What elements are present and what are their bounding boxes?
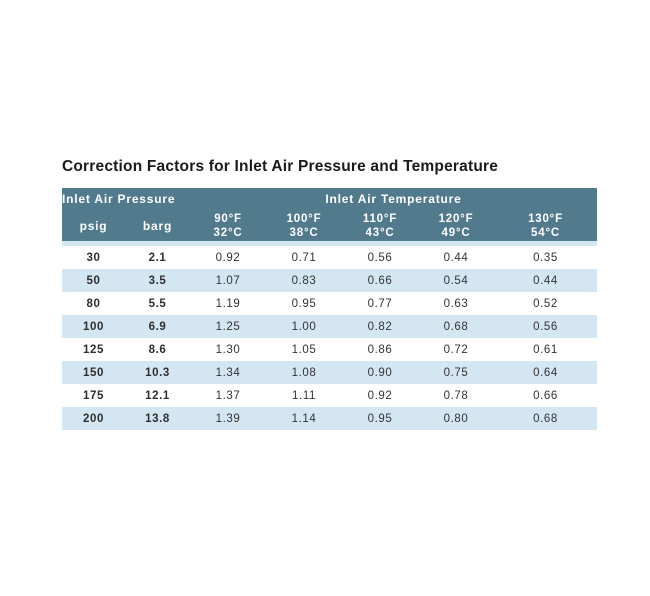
psig-column-header: psig	[62, 210, 125, 241]
table-row: 50 3.5 1.07 0.83 0.66 0.54 0.44	[62, 269, 597, 292]
temp-celsius-label: 43°C	[365, 226, 395, 239]
table-row: 200 13.8 1.39 1.14 0.95 0.80 0.68	[62, 407, 597, 430]
table-header: Inlet Air Pressure Inlet Air Temperature…	[62, 188, 597, 246]
factor-cell: 1.07	[190, 269, 266, 292]
barg-cell: 2.1	[125, 246, 190, 269]
barg-column-header: barg	[125, 210, 190, 241]
factor-cell: 0.90	[342, 361, 418, 384]
factor-cell: 0.80	[418, 407, 494, 430]
factor-cell: 1.19	[190, 292, 266, 315]
factor-cell: 1.37	[190, 384, 266, 407]
factor-cell: 1.08	[266, 361, 342, 384]
temp-column-header-100f: 100°F 38°C	[266, 210, 342, 241]
table-row: 175 12.1 1.37 1.11 0.92 0.78 0.66	[62, 384, 597, 407]
factor-cell: 1.11	[266, 384, 342, 407]
temperature-group-header: Inlet Air Temperature	[190, 188, 597, 210]
barg-cell: 5.5	[125, 292, 190, 315]
factor-cell: 0.56	[494, 315, 597, 338]
correction-factors-table: Inlet Air Pressure Inlet Air Temperature…	[62, 188, 597, 430]
pressure-group-header: Inlet Air Pressure	[62, 188, 190, 210]
factor-cell: 0.66	[494, 384, 597, 407]
factor-cell: 0.83	[266, 269, 342, 292]
psig-cell: 150	[62, 361, 125, 384]
content-area: Correction Factors for Inlet Air Pressur…	[62, 158, 597, 430]
table-row: 100 6.9 1.25 1.00 0.82 0.68 0.56	[62, 315, 597, 338]
temp-fahrenheit-label: 130°F	[528, 212, 563, 225]
factor-cell: 0.72	[418, 338, 494, 361]
psig-cell: 200	[62, 407, 125, 430]
factor-cell: 0.54	[418, 269, 494, 292]
factor-cell: 0.63	[418, 292, 494, 315]
temp-fahrenheit-label: 100°F	[286, 212, 322, 225]
psig-cell: 50	[62, 269, 125, 292]
table-title: Correction Factors for Inlet Air Pressur…	[62, 158, 499, 175]
temp-fahrenheit-label: 90°F	[214, 212, 242, 225]
factor-cell: 0.95	[266, 292, 342, 315]
barg-cell: 10.3	[125, 361, 190, 384]
factor-cell: 1.39	[190, 407, 266, 430]
factor-cell: 0.56	[342, 246, 418, 269]
psig-cell: 175	[62, 384, 125, 407]
factor-cell: 0.64	[494, 361, 597, 384]
factor-cell: 1.14	[266, 407, 342, 430]
factor-cell: 0.82	[342, 315, 418, 338]
barg-cell: 12.1	[125, 384, 190, 407]
factor-cell: 0.92	[342, 384, 418, 407]
temp-celsius-label: 49°C	[441, 226, 471, 239]
table-row: 30 2.1 0.92 0.71 0.56 0.44 0.35	[62, 246, 597, 269]
factor-cell: 0.92	[190, 246, 266, 269]
barg-cell: 6.9	[125, 315, 190, 338]
factor-cell: 1.00	[266, 315, 342, 338]
factor-cell: 1.25	[190, 315, 266, 338]
factor-cell: 0.61	[494, 338, 597, 361]
factor-cell: 0.66	[342, 269, 418, 292]
factor-cell: 0.77	[342, 292, 418, 315]
factor-cell: 0.68	[418, 315, 494, 338]
factor-cell: 0.52	[494, 292, 597, 315]
table-row: 125 8.6 1.30 1.05 0.86 0.72 0.61	[62, 338, 597, 361]
barg-cell: 8.6	[125, 338, 190, 361]
factor-cell: 0.71	[266, 246, 342, 269]
temp-celsius-label: 38°C	[289, 226, 319, 239]
factor-cell: 0.95	[342, 407, 418, 430]
temp-fahrenheit-label: 110°F	[362, 212, 398, 225]
psig-cell: 125	[62, 338, 125, 361]
temp-column-header-110f: 110°F 43°C	[342, 210, 418, 241]
psig-cell: 100	[62, 315, 125, 338]
temp-column-header-90f: 90°F 32°C	[190, 210, 266, 241]
header-columns-row: psig barg 90°F 32°C 100°F 38°C 110°F 43°…	[62, 210, 597, 241]
factor-cell: 0.44	[494, 269, 597, 292]
factor-cell: 0.75	[418, 361, 494, 384]
temp-celsius-label: 54°C	[531, 226, 560, 239]
barg-cell: 3.5	[125, 269, 190, 292]
factor-cell: 0.44	[418, 246, 494, 269]
table-body: 30 2.1 0.92 0.71 0.56 0.44 0.35 50 3.5 1.07 0.83 0.…	[62, 246, 597, 430]
header-divider-strip	[62, 241, 597, 246]
header-group-row: Inlet Air Pressure Inlet Air Temperature	[62, 188, 597, 210]
factor-cell: 1.30	[190, 338, 266, 361]
table-row: 80 5.5 1.19 0.95 0.77 0.63 0.52	[62, 292, 597, 315]
factor-cell: 1.34	[190, 361, 266, 384]
factor-cell: 0.78	[418, 384, 494, 407]
barg-cell: 13.8	[125, 407, 190, 430]
factor-cell: 0.86	[342, 338, 418, 361]
psig-cell: 80	[62, 292, 125, 315]
factor-cell: 0.35	[494, 246, 597, 269]
psig-cell: 30	[62, 246, 125, 269]
temp-column-header-120f: 120°F 49°C	[418, 210, 494, 241]
factor-cell: 1.05	[266, 338, 342, 361]
temp-column-header-130f: 130°F 54°C	[494, 210, 597, 241]
table-row: 150 10.3 1.34 1.08 0.90 0.75 0.64	[62, 361, 597, 384]
temp-celsius-label: 32°C	[213, 226, 243, 239]
temp-fahrenheit-label: 120°F	[438, 212, 474, 225]
factor-cell: 0.68	[494, 407, 597, 430]
